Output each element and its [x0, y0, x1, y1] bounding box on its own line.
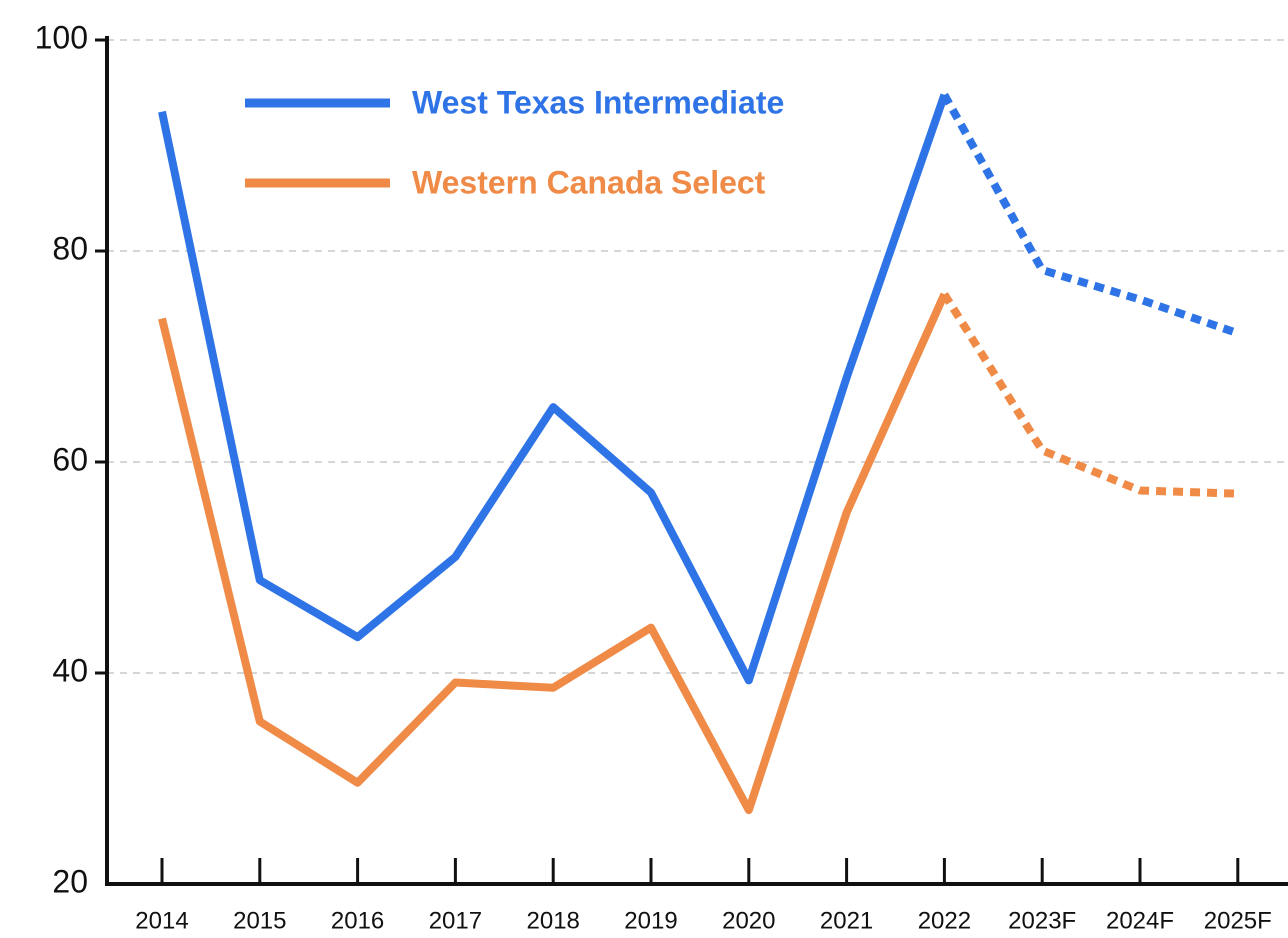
line-actual — [158, 292, 949, 815]
x-tick-label: 2024F — [1106, 907, 1174, 934]
y-tick-label: 20 — [52, 863, 88, 899]
x-tick-label: 2020 — [722, 907, 775, 934]
legend-label: West Texas Intermediate — [412, 84, 784, 120]
y-tick-label: 40 — [52, 652, 88, 688]
x-tick-label: 2021 — [820, 907, 873, 934]
x-tick-label: 2016 — [331, 907, 384, 934]
x-tick-label: 2025F — [1204, 907, 1272, 934]
x-tick-label: 2019 — [624, 907, 677, 934]
x-tick-label: 2015 — [233, 907, 286, 934]
x-tick-label: 2017 — [429, 907, 482, 934]
x-tick-label: 2014 — [135, 907, 188, 934]
line-actual — [158, 93, 949, 685]
y-tick-label: 60 — [52, 441, 88, 477]
y-tick-label: 100 — [35, 19, 88, 55]
legend-label: Western Canada Select — [412, 164, 766, 200]
x-tick-label: 2022 — [918, 907, 971, 934]
x-tick-label: 2023F — [1008, 907, 1076, 934]
line-forecast — [940, 92, 1240, 338]
y-tick-label: 80 — [52, 230, 88, 266]
line-forecast — [941, 292, 1238, 498]
x-tick-label: 2018 — [527, 907, 580, 934]
